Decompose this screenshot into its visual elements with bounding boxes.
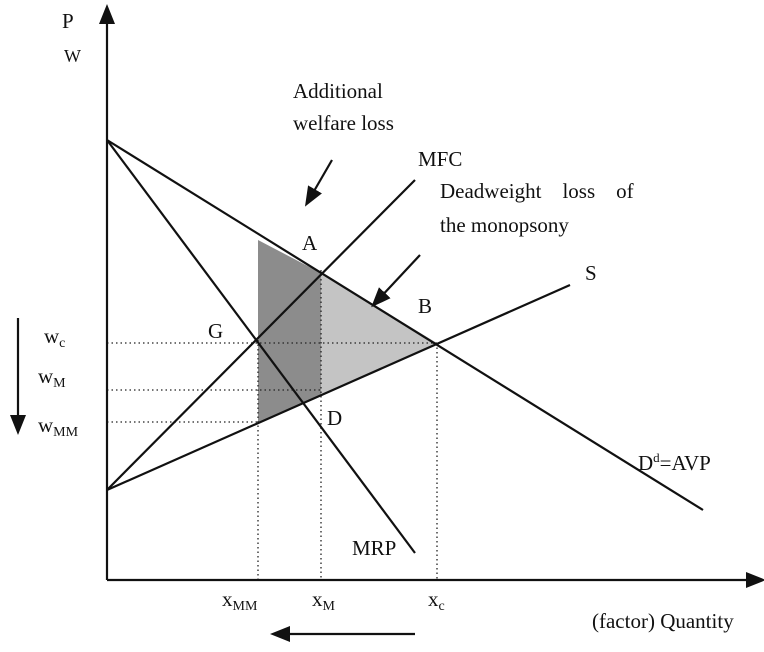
- pointer-arrow: [304, 159, 333, 207]
- curve-label: MFC: [418, 147, 462, 171]
- sub-label: wc: [44, 324, 65, 351]
- pointer-arrow: [371, 254, 421, 308]
- sub-label: xMM: [222, 587, 258, 614]
- sub-label: wM: [38, 364, 66, 391]
- sub-label: xM: [312, 587, 336, 614]
- curve-label: S: [585, 261, 597, 285]
- deadweight-area: [321, 273, 437, 395]
- annotation: Deadweight loss of: [440, 179, 634, 203]
- annotation: welfare loss: [293, 111, 394, 135]
- curves: [106, 139, 704, 554]
- axis-label: W: [64, 46, 81, 66]
- annotation: Additional: [293, 79, 383, 103]
- curve-label: MRP: [352, 536, 396, 560]
- guides: [107, 270, 438, 580]
- point-label: B: [418, 294, 432, 318]
- point-label: G: [208, 319, 223, 343]
- point-label: D: [327, 406, 342, 430]
- sub-label: xc: [428, 587, 445, 614]
- point-label: A: [302, 231, 318, 255]
- welfare-loss-area: [258, 240, 321, 423]
- curve-label: Dd=AVP: [638, 450, 711, 475]
- axis-label: (factor) Quantity: [592, 609, 734, 633]
- axis-label: P: [62, 9, 74, 33]
- sub-label: wMM: [38, 413, 79, 440]
- annotation: the monopsony: [440, 213, 569, 237]
